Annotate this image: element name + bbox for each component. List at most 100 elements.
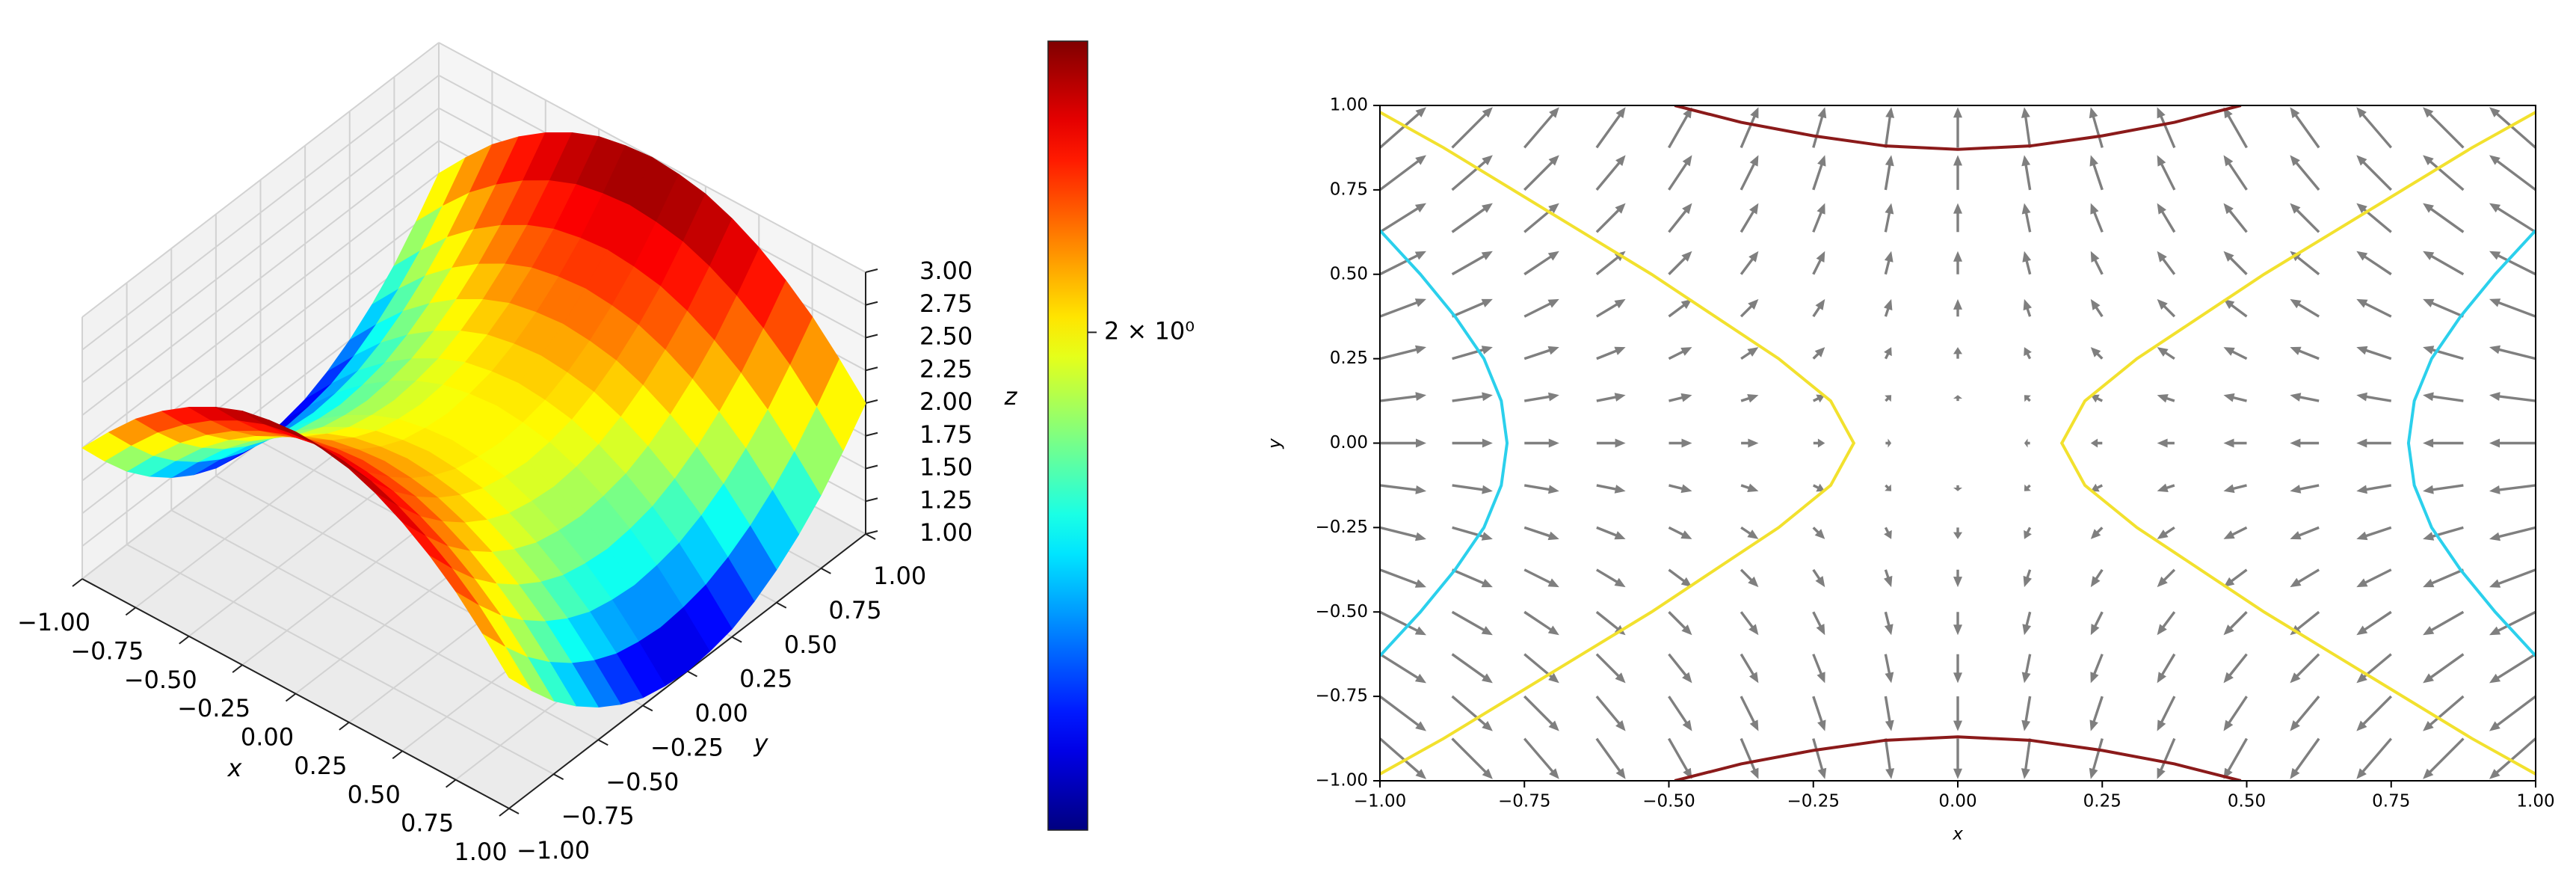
- arrow: [2423, 568, 2464, 588]
- contour-line: [2059, 111, 2536, 776]
- arrow: [1741, 780, 1743, 781]
- arrow: [2290, 298, 2320, 318]
- arrow: [2023, 298, 2032, 317]
- arrow: [1523, 568, 1559, 588]
- arrow: [1451, 610, 1493, 636]
- arrow: [1523, 203, 1559, 233]
- x-tick-label: −0.25: [177, 694, 250, 722]
- x-axis-label: x: [227, 754, 243, 782]
- arrow: [2223, 484, 2247, 494]
- arrow: [1596, 393, 1626, 402]
- z-tick-label: 1.00: [919, 518, 973, 547]
- arrow: [2290, 393, 2320, 402]
- arrow: [2356, 653, 2392, 684]
- arrow: [1953, 612, 1962, 636]
- arrow: [1885, 438, 1892, 448]
- y-tick: [776, 601, 787, 609]
- arrow: [2356, 107, 2392, 149]
- y-tick: [553, 773, 564, 781]
- contour-line: [1674, 735, 2242, 781]
- arrow: [2028, 780, 2030, 781]
- arrow: [1812, 251, 1825, 275]
- x-tick: [446, 779, 457, 788]
- arrow: [1740, 298, 1759, 318]
- y-tick: [820, 567, 831, 574]
- arrow: [1380, 298, 1426, 318]
- y-tick-label: 1.00: [873, 562, 926, 590]
- arrow: [1668, 438, 1692, 448]
- arrow: [2356, 346, 2392, 360]
- arrow: [1595, 203, 1626, 233]
- arrow: [2489, 438, 2536, 448]
- arrow: [1953, 107, 1962, 148]
- x-tick-label: −1.00: [17, 608, 90, 636]
- arrow: [1953, 485, 1962, 491]
- arrow: [2223, 696, 2248, 731]
- arrow: [2489, 392, 2536, 402]
- arrow: [2173, 105, 2175, 106]
- x-tick-label: 0.50: [348, 780, 401, 808]
- colorbar: [1047, 40, 1088, 831]
- arrow: [1884, 738, 1895, 779]
- arrow: [1523, 526, 1559, 541]
- arrow: [1812, 696, 1826, 731]
- arrow: [1884, 569, 1893, 588]
- arrow: [1668, 251, 1692, 275]
- arrow: [1884, 203, 1894, 233]
- arrow: [1452, 346, 1493, 360]
- z-tick-label: 2.00: [919, 387, 973, 416]
- arrow: [2489, 610, 2536, 636]
- arrow: [1524, 105, 1526, 106]
- z-tick: [865, 530, 878, 535]
- arrow: [2489, 653, 2536, 684]
- y-tick-label: 0.25: [739, 665, 792, 693]
- arrow: [1523, 695, 1559, 731]
- arrow: [2290, 610, 2320, 636]
- x-tick-label: −0.50: [124, 666, 197, 694]
- grid-line: [126, 544, 555, 776]
- arrow: [2423, 392, 2464, 402]
- arrow: [2090, 438, 2103, 448]
- arrow: [1884, 611, 1894, 636]
- x-tick-label: 1.00: [454, 838, 507, 866]
- arrow: [1451, 107, 1493, 149]
- z-tick: [865, 399, 878, 404]
- arrow: [1523, 155, 1559, 191]
- z-tick: [865, 432, 878, 437]
- arrow: [2489, 251, 2536, 276]
- arrow: [1595, 107, 1626, 149]
- arrow: [1953, 203, 1962, 233]
- arrow: [2089, 738, 2104, 779]
- arrow: [1380, 610, 1426, 636]
- arrow: [1740, 737, 1759, 779]
- arrow: [1953, 569, 1962, 588]
- arrow: [1668, 203, 1692, 233]
- y-tick-label: 0.50: [1330, 264, 1368, 283]
- arrow: [1451, 203, 1493, 233]
- arrow: [2157, 527, 2175, 539]
- arrow: [1451, 695, 1493, 731]
- grid-line: [81, 42, 440, 318]
- x-tick-label: −0.75: [1498, 792, 1550, 811]
- arrow: [1884, 107, 1895, 148]
- arrow: [2157, 251, 2176, 275]
- arrow: [1668, 568, 1692, 588]
- arrow: [1452, 779, 1454, 781]
- arrow: [1596, 526, 1626, 540]
- arrow: [2356, 484, 2391, 494]
- arrow: [2157, 107, 2176, 149]
- arrow: [2024, 395, 2031, 402]
- arrow: [1953, 251, 1962, 274]
- arrow: [1813, 394, 1825, 403]
- arrow: [2290, 568, 2320, 588]
- arrow: [2021, 654, 2032, 684]
- arrow: [1668, 653, 1692, 684]
- arrow: [1740, 394, 1759, 403]
- arrow: [1884, 347, 1892, 360]
- arrow: [1885, 105, 1888, 106]
- arrow: [2356, 392, 2391, 402]
- surface-patch: [709, 218, 759, 295]
- arrow: [2223, 526, 2248, 539]
- arrow: [2489, 737, 2536, 779]
- arrow: [2356, 568, 2392, 588]
